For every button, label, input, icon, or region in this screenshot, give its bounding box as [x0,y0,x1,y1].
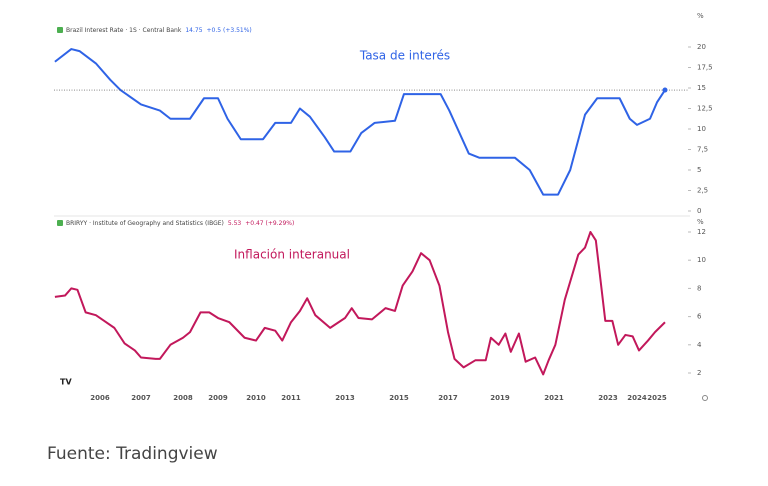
y-tick-label: 12 [697,228,706,236]
header-value: 14.75 [185,27,202,34]
y-unit: % [697,218,704,226]
annotation: Inflación interanual [234,248,350,262]
y-tick-label: 10 [697,125,706,133]
x-tick-label: 2021 [544,394,564,402]
y-tick-label: 2 [697,369,701,377]
panel-header: Brazil Interest Rate · 1S · Central Bank… [66,27,252,34]
x-tick-label: 2017 [438,394,458,402]
x-tick-label: 2013 [335,394,355,402]
last-value-dot [662,87,668,93]
x-tick-label: 2007 [131,394,151,402]
y-tick-label: 10 [697,256,706,264]
y-unit: % [697,12,704,20]
header-change: +0.47 (+9.29%) [245,220,294,227]
panel-header: BRIRYY · Institute of Geography and Stat… [66,220,294,227]
x-tick-label: 2015 [389,394,409,402]
x-tick-label: 2006 [90,394,110,402]
header-title: BRIRYY · Institute of Geography and Stat… [66,220,224,227]
header-value: 5.53 [228,220,242,227]
settings-icon[interactable] [702,395,708,401]
tv-logo: TV [60,378,72,387]
y-tick-label: 5 [697,166,701,174]
y-tick-label: 0 [697,207,701,215]
series-line [54,48,666,196]
y-tick-label: 4 [697,341,702,349]
y-tick-label: 2,5 [697,187,708,195]
x-tick-label: 2023 [598,394,618,402]
y-tick-label: 20 [697,43,706,51]
x-tick-label: 2008 [173,394,193,402]
series-line [54,231,666,376]
x-tick-label: 2010 [246,394,266,402]
x-tick-label: 2024 [627,394,647,402]
annotation: Tasa de interés [359,49,450,63]
y-tick-label: 12,5 [697,105,713,113]
header-icon [57,27,63,33]
y-tick-label: 15 [697,84,706,92]
y-tick-label: 17,5 [697,64,713,72]
y-tick-label: 8 [697,284,701,292]
source: Fuente: Tradingview [47,444,218,464]
header-change: +0.5 (+3.51%) [207,27,252,34]
x-tick-label: 2019 [490,394,510,402]
x-tick-label: 2011 [281,394,301,402]
x-tick-label: 2025 [647,394,667,402]
x-tick-label: 2009 [208,394,228,402]
y-tick-label: 7,5 [697,146,708,154]
chart: TV 0 2,5 5 7,5 10 12,5 15 17,5 20% Brazil Interes… [54,12,713,402]
y-tick-label: 6 [697,313,702,321]
header-icon [57,220,63,226]
header-title: Brazil Interest Rate · 1S · Central Bank [66,27,182,34]
